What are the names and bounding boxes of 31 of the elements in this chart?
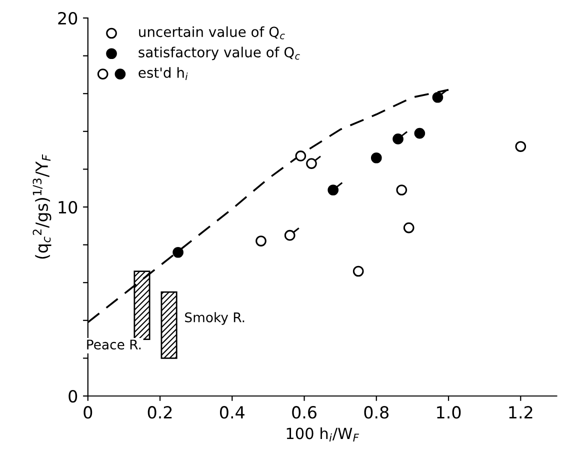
- point: [328, 184, 339, 196]
- x-tick-label: 0.2: [148, 406, 172, 419]
- x-tick-label: 1.2: [509, 406, 532, 418]
- x-tick-label: 1.0: [437, 406, 461, 419]
- point: [396, 184, 408, 196]
- point: [284, 230, 296, 241]
- annotation: Smoky R.: [185, 312, 244, 325]
- point: [295, 150, 306, 162]
- x-tick-label: 0.4: [220, 406, 244, 419]
- x-tick-label: 0: [84, 406, 92, 419]
- x-tick-label: 0.6: [292, 406, 316, 419]
- x-axis-title: 100 h$_{i}$/W$_{F}$: [286, 427, 360, 442]
- point: [515, 141, 526, 152]
- y-axis-title: (q$_{c}$$^{2}$/gs)$^{1/3}$/Y$_{F}$: [32, 154, 52, 259]
- point: [370, 152, 382, 164]
- point: [172, 246, 184, 258]
- point: [432, 92, 444, 103]
- y-tick-label: 10: [58, 200, 78, 214]
- x-tick-label: 0.8: [364, 406, 389, 419]
- annotation: Peace R.: [87, 340, 141, 350]
- legend-label: est'd h$_{i}$: [138, 67, 188, 80]
- point: [352, 266, 364, 277]
- legend-label: satisfactory value of Q$_{c}$: [138, 46, 300, 60]
- point: [256, 236, 266, 246]
- point: [414, 128, 426, 139]
- point: [392, 134, 404, 144]
- point: [306, 158, 317, 169]
- y-tick-label: 0: [68, 390, 78, 403]
- legend-label: uncertain value of Q$_{c}$: [139, 26, 285, 40]
- point: [403, 222, 414, 234]
- y-tick-label: 20: [58, 12, 78, 25]
